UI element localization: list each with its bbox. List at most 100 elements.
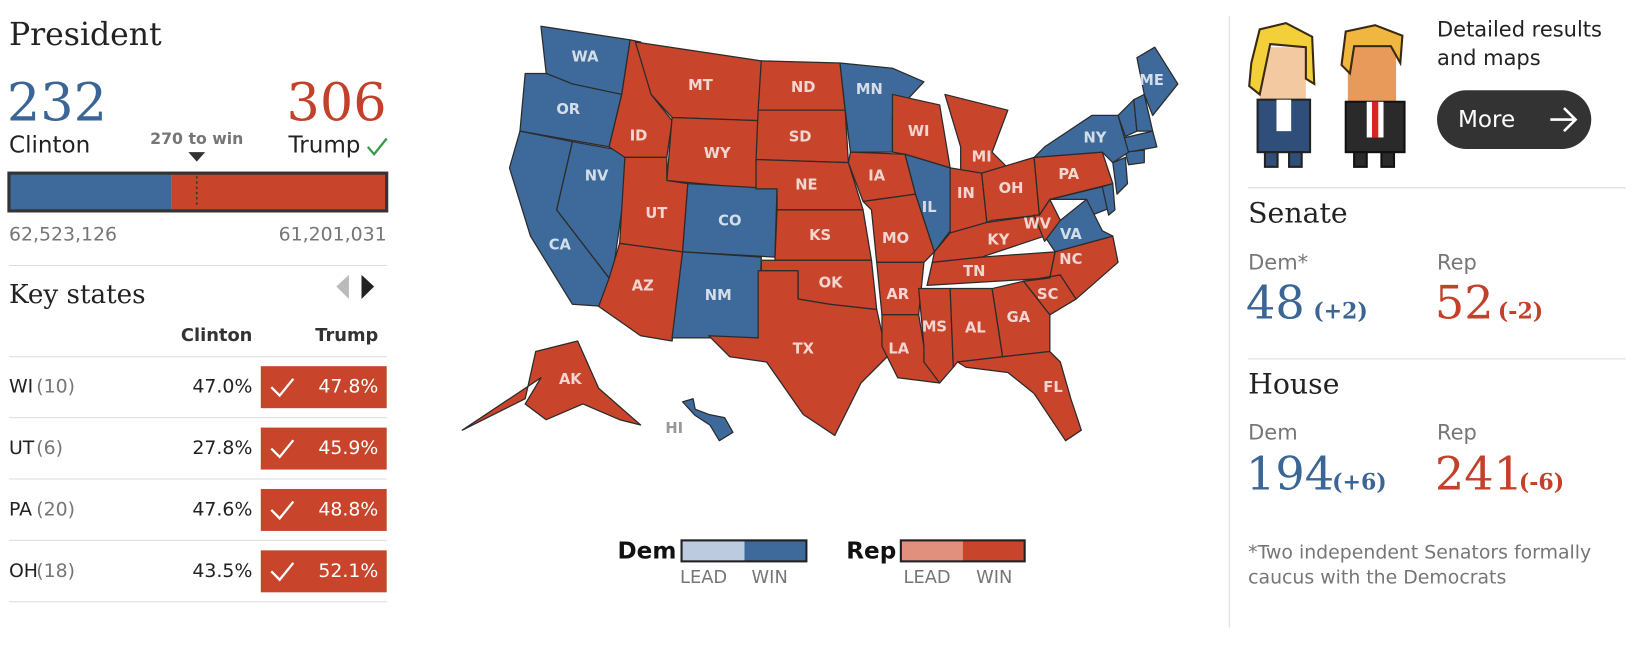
legend-lead: LEAD bbox=[680, 567, 727, 588]
state-label: CA bbox=[549, 237, 572, 254]
legend-dem: Dem bbox=[618, 538, 677, 564]
state-label: MS bbox=[922, 318, 947, 335]
trump-bar bbox=[171, 173, 387, 211]
button-bg[interactable] bbox=[1437, 90, 1592, 149]
trump-ev: 306 bbox=[287, 73, 387, 134]
state-shape bbox=[1033, 198, 1061, 242]
legend-swatch bbox=[744, 540, 807, 562]
trump-share: 52.1% bbox=[318, 560, 378, 582]
state-label: MN bbox=[856, 81, 883, 98]
legend-rep: Rep bbox=[846, 538, 896, 564]
house-rep-change: (-6) bbox=[1519, 470, 1564, 496]
state-shape bbox=[1033, 114, 1130, 164]
trump-cell bbox=[260, 488, 387, 531]
state-shape bbox=[944, 93, 1009, 180]
state-label: IL bbox=[922, 199, 937, 216]
threshold-label: 270 to win bbox=[150, 129, 243, 148]
state-shape bbox=[956, 350, 1082, 442]
prev-arrow[interactable] bbox=[336, 274, 349, 300]
state-name: OH bbox=[9, 560, 38, 582]
state-label: TN bbox=[963, 263, 985, 280]
winner-check bbox=[366, 137, 388, 157]
trump-share: 47.8% bbox=[318, 376, 378, 398]
legend-frame bbox=[680, 539, 808, 563]
state-name: WI bbox=[9, 376, 33, 398]
senate-title: Senate bbox=[1248, 197, 1347, 230]
state-label: NV bbox=[585, 167, 609, 184]
state-label: FL bbox=[1043, 379, 1062, 396]
button-label[interactable]: More bbox=[1458, 107, 1515, 133]
state-label: MT bbox=[688, 77, 713, 94]
clinton-name: Clinton bbox=[9, 132, 90, 158]
state-label: NM bbox=[705, 287, 732, 304]
threshold-marker bbox=[188, 152, 206, 162]
more-button[interactable]: More bbox=[1437, 90, 1592, 149]
house-dem-seats: 194 bbox=[1246, 446, 1334, 500]
state-label: SC bbox=[1037, 286, 1058, 303]
state-label: AK bbox=[559, 371, 582, 388]
trump-cell bbox=[260, 550, 387, 593]
win-check bbox=[270, 562, 295, 582]
trump-popular-vote: 61,201,031 bbox=[279, 224, 387, 246]
promo-text: Detailed results bbox=[1437, 17, 1602, 41]
state-label: VA bbox=[1060, 226, 1082, 243]
house-rep-label: Rep bbox=[1437, 420, 1477, 444]
state-label: ME bbox=[1139, 72, 1164, 89]
senate-rep-label: Rep bbox=[1437, 250, 1477, 274]
electoral-bar bbox=[7, 171, 389, 213]
house-rep-seats: 241 bbox=[1435, 446, 1523, 500]
state-label: GA bbox=[1007, 309, 1031, 326]
state-label: WI bbox=[908, 123, 930, 140]
house-title: House bbox=[1248, 368, 1339, 401]
state-label: HI bbox=[665, 420, 683, 437]
trump-name: Trump bbox=[288, 132, 361, 158]
state-shape bbox=[1112, 156, 1129, 195]
column-header: Trump bbox=[315, 325, 378, 346]
legend-lead: LEAD bbox=[904, 567, 951, 588]
state-label: LA bbox=[888, 340, 909, 357]
promo-text: and maps bbox=[1437, 46, 1541, 70]
next-arrow[interactable] bbox=[361, 274, 375, 300]
senate-rep-change: (-2) bbox=[1498, 299, 1543, 325]
clinton-ev: 232 bbox=[7, 73, 107, 134]
key-states-title: Key states bbox=[9, 280, 146, 310]
house-dem-label: Dem bbox=[1248, 420, 1297, 444]
map-legend: Dem LEAD WIN Rep LEAD WIN bbox=[618, 538, 1026, 588]
clinton-popular-vote: 62,523,126 bbox=[9, 224, 117, 246]
win-check bbox=[270, 378, 295, 398]
state-label: MO bbox=[882, 230, 909, 247]
state-label: TX bbox=[793, 340, 815, 357]
clinton-share: 47.6% bbox=[192, 498, 252, 520]
button-arrow[interactable] bbox=[1550, 107, 1578, 133]
state-label: KY bbox=[987, 231, 1009, 248]
legend-frame bbox=[899, 539, 1026, 563]
senate-dem-seats: 48 bbox=[1246, 275, 1305, 329]
trump-share: 45.9% bbox=[318, 437, 378, 459]
state-ev: (20) bbox=[36, 498, 75, 520]
state-label: OH bbox=[999, 180, 1024, 197]
trump-cell bbox=[260, 366, 387, 409]
legend-win: WIN bbox=[976, 567, 1012, 588]
legend-swatch bbox=[962, 540, 1025, 562]
clinton-share: 47.0% bbox=[192, 376, 252, 398]
state-label: PA bbox=[1058, 166, 1079, 183]
state-label: SD bbox=[789, 128, 812, 145]
state-shape bbox=[1136, 46, 1179, 117]
state-label: OR bbox=[556, 101, 580, 118]
state-label: OK bbox=[819, 274, 843, 291]
state-shape bbox=[461, 340, 642, 431]
state-label: CO bbox=[718, 212, 741, 229]
avatar-trump bbox=[1340, 24, 1406, 168]
state-shape bbox=[681, 398, 734, 442]
legend-win: WIN bbox=[752, 567, 788, 588]
state-label: IA bbox=[868, 167, 885, 184]
state-ev: (18) bbox=[36, 560, 75, 582]
state-label: KS bbox=[809, 227, 831, 244]
state-label: MI bbox=[972, 148, 992, 165]
legend-swatch bbox=[900, 540, 963, 562]
state-label: UT bbox=[645, 205, 667, 222]
clinton-share: 43.5% bbox=[192, 560, 252, 582]
key-states-table: WI (10) 47.0% 47.8% UT (6) 27.8% 45.9% PA (20) 47.… bbox=[9, 356, 387, 603]
